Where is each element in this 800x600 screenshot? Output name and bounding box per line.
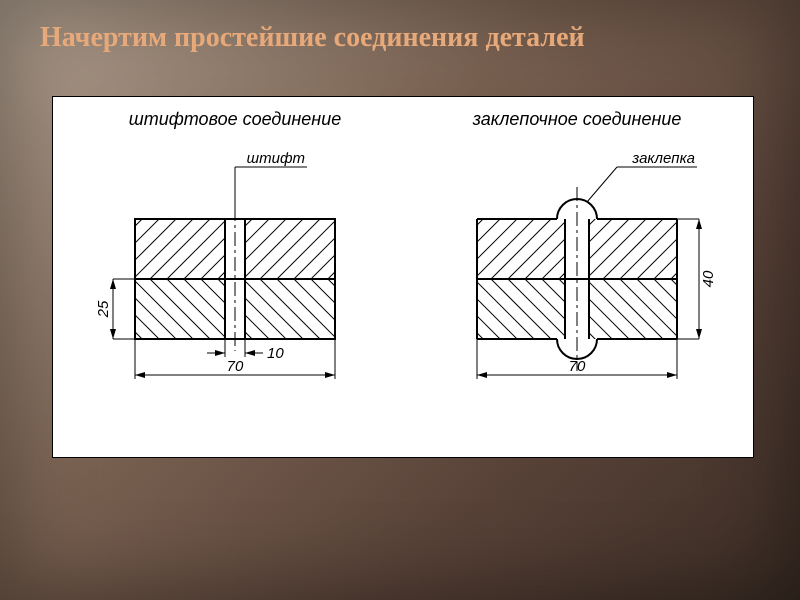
drawing-paper: штифтовое соединение штифт 25 10 70 заклепочн… [52, 96, 754, 458]
svg-text:10: 10 [267, 345, 284, 362]
svg-text:40: 40 [700, 270, 717, 287]
svg-text:70: 70 [227, 358, 244, 375]
svg-text:25: 25 [95, 300, 112, 318]
slide-title: Начертим простейшие соединения деталей [40, 22, 760, 54]
svg-text:штифтовое соединение: штифтовое соединение [129, 109, 341, 129]
slide: Начертим простейшие соединения деталей ш… [0, 0, 800, 600]
svg-text:заклепка: заклепка [631, 150, 695, 167]
svg-text:заклепочное соединение: заклепочное соединение [472, 109, 682, 129]
drawings-svg: штифтовое соединение штифт 25 10 70 заклепочн… [53, 97, 753, 457]
svg-text:70: 70 [569, 358, 586, 375]
svg-text:штифт: штифт [247, 150, 305, 167]
